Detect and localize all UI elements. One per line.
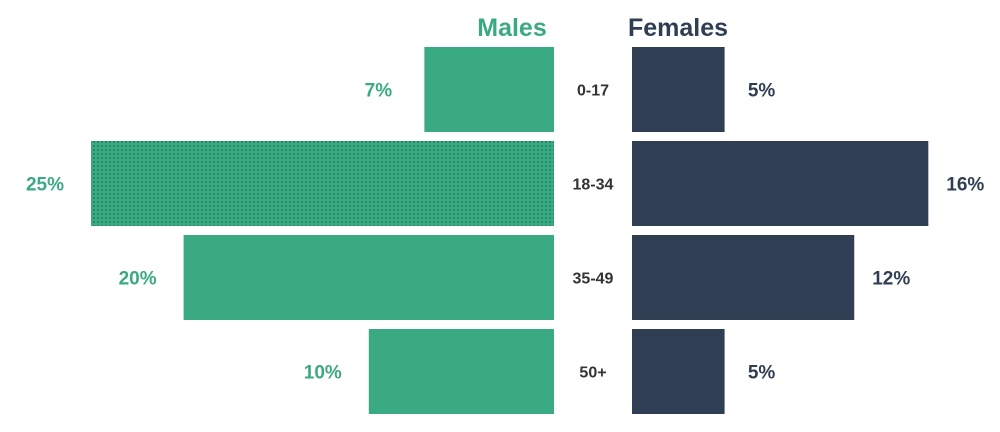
bar-males-50+	[368, 329, 554, 414]
category-label-35-49: 35-49	[573, 271, 614, 288]
value-label-females-18-34: 16%	[946, 175, 984, 196]
value-label-females-50+: 5%	[748, 363, 776, 384]
value-label-females-0-17: 5%	[748, 81, 776, 102]
value-label-males-50+: 10%	[304, 363, 342, 384]
series-header-females: Females	[628, 14, 728, 42]
category-label-18-34: 18-34	[573, 177, 614, 194]
bar-females-35-49	[632, 235, 855, 320]
bar-males-35-49	[183, 235, 554, 320]
bar-females-0-17	[632, 47, 725, 132]
value-label-males-18-34: 25%	[26, 175, 64, 196]
bar-males-18-34	[91, 141, 554, 226]
category-label-0-17: 0-17	[577, 83, 609, 100]
bar-females-18-34	[632, 141, 929, 226]
category-label-50+: 50+	[579, 365, 606, 382]
value-label-females-35-49: 12%	[872, 269, 910, 290]
bar-females-50+	[632, 329, 725, 414]
value-label-males-35-49: 20%	[119, 269, 157, 290]
bar-males-0-17	[424, 47, 554, 132]
series-header-males: Males	[477, 14, 546, 42]
value-label-males-0-17: 7%	[365, 81, 393, 102]
